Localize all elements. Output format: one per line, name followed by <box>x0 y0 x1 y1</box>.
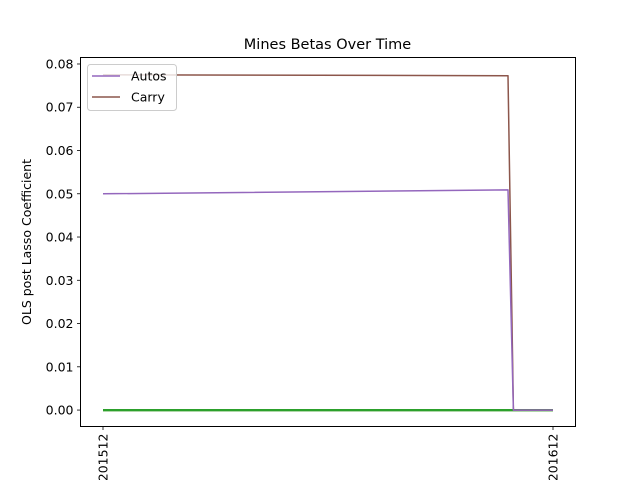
y-tick-label: 0.07 <box>46 100 74 115</box>
y-axis-label: OLS post Lasso Coefficient <box>19 159 34 325</box>
y-tick-label: 0.01 <box>46 359 74 374</box>
y-tick-label: 0.05 <box>46 186 74 201</box>
series-line-carry <box>102 74 553 411</box>
x-tick-label: 201512 <box>96 434 111 480</box>
plot-area <box>102 74 553 412</box>
plot-frame <box>80 57 576 427</box>
y-tick-label: 0.04 <box>46 230 74 245</box>
legend-label-carry: Carry <box>131 90 165 105</box>
y-tick-label: 0.03 <box>46 273 74 288</box>
y-tick-label: 0.08 <box>46 56 74 71</box>
legend-label-autos: Autos <box>131 69 167 84</box>
x-axis: 201512 201612 <box>96 426 561 480</box>
y-tick-label: 0.00 <box>46 403 74 418</box>
y-axis: 0.00 0.01 0.02 0.03 0.04 0.05 0.06 0.07 0.08 <box>46 56 81 418</box>
y-tick-label: 0.06 <box>46 143 74 158</box>
legend: Autos Carry <box>87 64 177 111</box>
x-tick-label: 201612 <box>546 434 561 480</box>
chart-title: Mines Betas Over Time <box>244 37 411 53</box>
series-line-autos <box>102 189 553 411</box>
y-tick-label: 0.02 <box>46 316 74 331</box>
